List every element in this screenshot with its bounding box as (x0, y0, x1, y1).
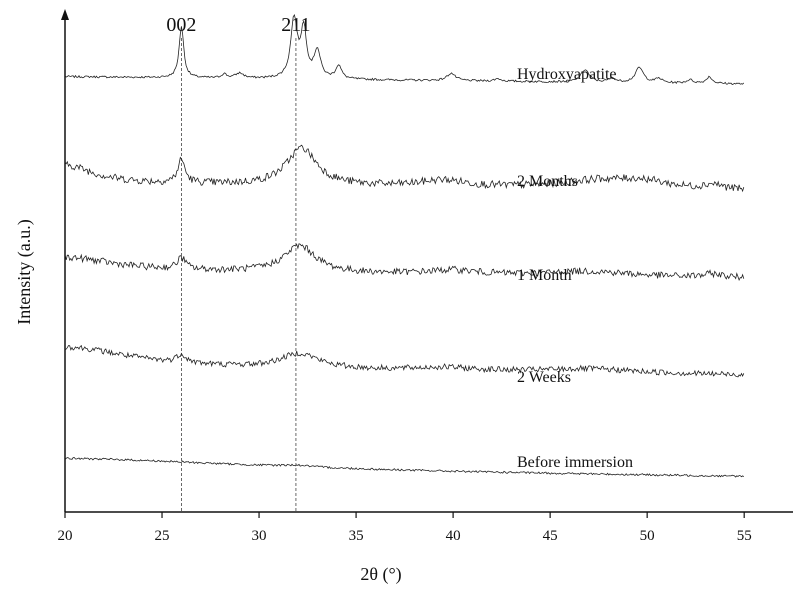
series-label-0: Hydroxyapatite (517, 66, 617, 83)
x-tick-label-20: 20 (58, 528, 73, 544)
x-tick-label-35: 35 (349, 528, 364, 544)
series-label-4: Before immersion (517, 454, 633, 471)
series-line-4 (64, 457, 745, 478)
x-tick-label-50: 50 (640, 528, 655, 544)
series-label-1: 2 Months (517, 173, 578, 190)
series-label-2: 1 Month (517, 267, 572, 284)
x-tick-label-40: 40 (446, 528, 461, 544)
series-line-1 (64, 144, 745, 193)
x-axis-title: 2θ (°) (360, 564, 401, 585)
axes (61, 9, 793, 513)
series-group (64, 14, 745, 478)
series-label-3: 2 Weeks (517, 369, 571, 386)
y-axis-title: Intensity (a.u.) (14, 219, 35, 324)
x-tick-label-30: 30 (252, 528, 267, 544)
x-tick-label-25: 25 (155, 528, 170, 544)
x-tick-label-55: 55 (737, 528, 752, 544)
y-axis-arrowhead (61, 9, 69, 20)
x-tick-label-45: 45 (543, 528, 558, 544)
series-line-0 (64, 14, 745, 85)
series-line-2 (64, 243, 745, 282)
series-line-3 (64, 344, 745, 378)
series-labels: Hydroxyapatite 2 Months 1 Month 2 Weeks Befo… (517, 66, 633, 471)
peak-label-002: 002 (166, 14, 196, 36)
x-ticks: 20 25 30 35 40 45 50 55 (58, 512, 752, 544)
